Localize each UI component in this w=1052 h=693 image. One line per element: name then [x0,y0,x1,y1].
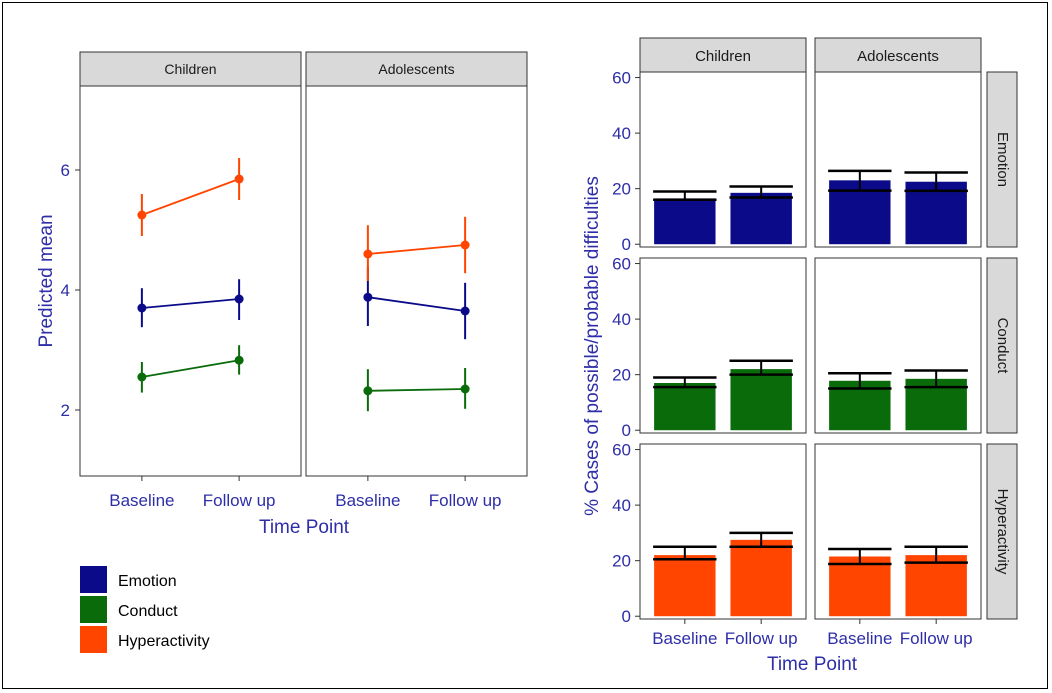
bar-conduct-children [654,383,716,431]
y-tick-label: 20 [612,552,631,571]
series-line-emotion [141,298,240,309]
point-emotion [460,306,470,316]
point-hyperactivity [460,240,470,250]
series-line-emotion [367,296,466,312]
legend-swatch-hyperactivity [80,626,107,653]
x-axis-title: Time Point [259,517,350,538]
y-tick-label: 60 [612,441,631,460]
bar-hyperactivity-adolescents [829,556,891,617]
x-tick-label-follow-up: Follow up [725,629,798,648]
y-tick-label: 40 [612,124,631,143]
x-tick-label-baseline: Baseline [109,491,174,510]
legend: Emotion Conduct Hyperactivity [80,566,210,653]
y-tick-label: 60 [612,69,631,88]
bar-emotion-adolescents [905,181,967,245]
x-tick-label-follow-up: Follow up [429,491,502,510]
y-tick-label: 60 [612,255,631,274]
point-conduct [234,355,244,365]
facet-label-children: Children [695,48,751,65]
point-emotion [234,294,244,304]
x-tick-label-follow-up: Follow up [203,491,276,510]
facet-strip-adolescents [305,51,528,87]
legend-label-conduct: Conduct [118,603,178,620]
series-line-hyperactivity [141,178,240,216]
x-tick-label-baseline: Baseline [335,491,400,510]
point-emotion [363,292,373,302]
facet-label-hyperactivity: Hyperactivity [994,489,1011,575]
bar-hyperactivity-children [654,555,716,617]
y-axis-title: % Cases of possible/probable difficultie… [582,176,603,516]
facet-strip-adolescents [814,37,982,73]
facet-strip-emotion [986,71,1018,248]
facet-label-adolescents: Adolescents [857,48,939,65]
bar-chart: Children Adolescents Emotion 0 20 40 60 Conduct… [582,37,1018,675]
facet-label-adolescents: Adolescents [378,61,454,77]
y-tick-label: 0 [622,421,631,440]
legend-label-emotion: Emotion [118,573,177,590]
x-tick-label-follow-up: Follow up [900,629,973,648]
facet-strip-conduct [986,257,1018,434]
series-line-hyperactivity [367,244,466,255]
y-tick-label: 4 [61,281,70,300]
x-tick-label-baseline: Baseline [827,629,892,648]
legend-swatch-conduct [80,596,107,623]
y-tick-label: 40 [612,496,631,515]
x-axis-title: Time Point [767,654,858,675]
facet-label-emotion: Emotion [994,132,1011,187]
series-line-conduct [141,359,240,378]
point-hyperactivity [363,249,373,259]
panel-adolescents [305,85,528,477]
y-tick-label: 20 [612,180,631,199]
y-tick-label: 40 [612,310,631,329]
y-tick-label: 0 [622,607,631,626]
facet-strip-children [639,37,807,73]
legend-swatch-emotion [80,566,107,593]
bar-conduct-children [730,369,792,431]
point-hyperactivity [234,174,244,184]
bar-hyperactivity-children [730,539,792,617]
point-emotion [137,303,147,313]
y-tick-label: 2 [61,401,70,420]
line-chart: Children Baseline Follow up Adolescents Base… [36,51,528,538]
point-hyperactivity [137,210,147,220]
point-conduct [137,372,147,382]
x-tick-label-baseline: Baseline [652,629,717,648]
facet-strip-hyperactivity [986,443,1018,620]
facet-label-children: Children [164,61,216,77]
point-conduct [460,384,470,394]
point-conduct [363,386,373,396]
y-tick-label: 20 [612,366,631,385]
series-line-conduct [367,388,466,392]
legend-label-hyperactivity: Hyperactivity [118,633,210,650]
y-tick-label: 6 [61,161,70,180]
bar-emotion-children [654,198,716,245]
y-axis-title: Predicted mean [36,214,57,347]
facet-label-conduct: Conduct [994,318,1011,375]
bar-hyperactivity-adolescents [905,555,967,617]
bar-emotion-children [730,192,792,245]
y-tick-label: 0 [622,235,631,254]
panel-children [79,85,302,477]
